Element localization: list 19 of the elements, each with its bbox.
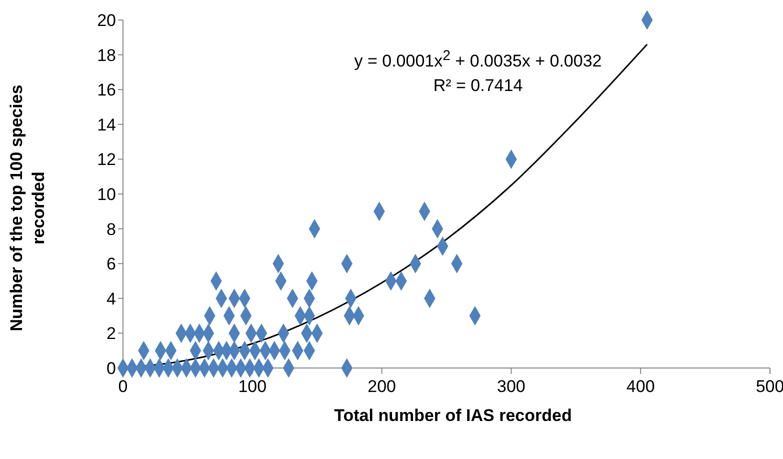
annotation: y = 0.0001x$^{2}$ + 0.0035x + 0.0032 bbox=[353, 47, 603, 73]
y-tick-label: 20 bbox=[97, 11, 116, 30]
y-tick-label: 4 bbox=[106, 289, 116, 308]
x-tick-label: 400 bbox=[626, 377, 655, 396]
y-tick-label: 2 bbox=[106, 324, 116, 344]
y-tick-label: 8 bbox=[106, 220, 116, 239]
x-axis-title: Total number of IAS recorded bbox=[333, 406, 573, 426]
y-tick-label: 10 bbox=[97, 185, 116, 204]
y-tick-label: 18 bbox=[97, 46, 116, 65]
annotation: R² = 0.7414 bbox=[432, 74, 524, 97]
y-axis-title: Number of the top 100 species recorded bbox=[6, 84, 49, 334]
y-tick-label: 16 bbox=[97, 80, 116, 100]
y-tick-label: 14 bbox=[97, 115, 116, 134]
y-tick-label: 0 bbox=[106, 359, 116, 378]
x-tick-label: 100 bbox=[238, 377, 267, 396]
y-tick-label: 12 bbox=[97, 150, 116, 170]
x-tick-label: 200 bbox=[368, 377, 396, 396]
y-tick-label: 6 bbox=[106, 254, 116, 274]
x-tick-label: 300 bbox=[497, 377, 526, 396]
